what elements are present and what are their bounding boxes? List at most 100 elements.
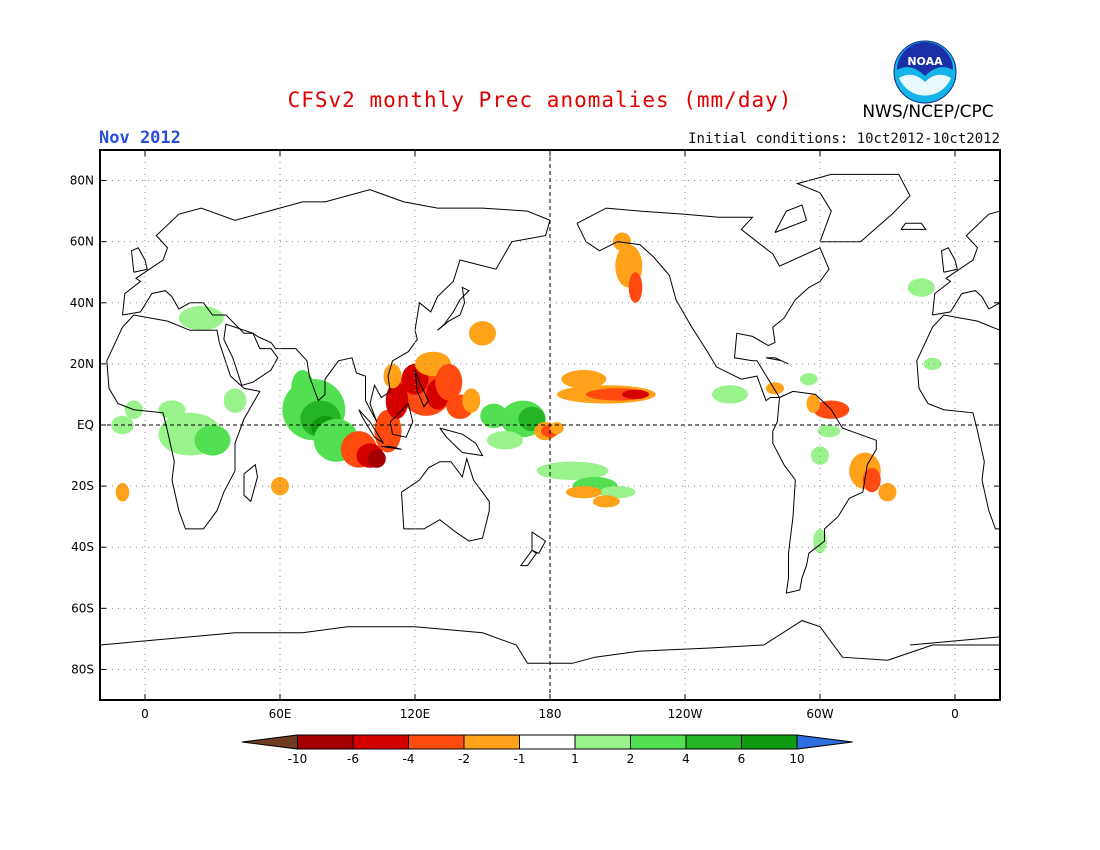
coastline <box>909 636 1000 646</box>
colorbar: -10 -6 -4 -2 -1 1 2 4 6 10 <box>241 734 853 766</box>
anomaly-patch <box>550 422 564 435</box>
lon-label: 0 <box>141 707 149 721</box>
coastline <box>381 445 402 450</box>
colorbar-arrow-high <box>796 734 853 750</box>
coastline <box>439 427 484 457</box>
anomaly-patch <box>383 363 402 389</box>
lon-label: 60E <box>269 707 292 721</box>
colorbar-label: 1 <box>571 752 579 766</box>
coastline <box>940 247 958 273</box>
colorbar-arrow-low <box>241 734 298 750</box>
colorbar-label: 4 <box>682 752 690 766</box>
noaa-logo: NOAA <box>893 40 957 104</box>
forecast-month: Nov 2012 <box>99 128 181 148</box>
agency-label: NWS/NCEP/CPC <box>862 102 994 122</box>
colorbar-segment <box>463 734 520 750</box>
lat-label: 60S <box>71 601 94 615</box>
anomaly-patch <box>599 486 636 499</box>
coastline <box>122 189 551 423</box>
coastline-layer <box>100 173 1088 664</box>
anomaly-patch <box>712 385 748 404</box>
anomaly-patch <box>878 483 897 502</box>
anomaly-patch <box>799 373 818 386</box>
lat-label: EQ <box>77 418 94 432</box>
anomaly-patch <box>817 425 841 438</box>
lon-label: 120W <box>668 707 703 721</box>
anomaly-patch <box>223 388 247 413</box>
coastline <box>389 402 414 438</box>
colorbar-label: -2 <box>458 752 470 766</box>
coastline <box>1034 324 1088 385</box>
anomaly-patch <box>435 363 463 401</box>
coastline <box>932 210 1000 316</box>
initial-conditions: Initial conditions: 10ct2012-10ct2012 <box>688 131 1000 147</box>
anomaly-patch <box>487 431 523 450</box>
coastline <box>401 456 490 542</box>
anomaly-patch <box>178 305 224 331</box>
anomaly-patch <box>592 495 620 508</box>
colorbar-segment <box>297 734 354 750</box>
coastline <box>765 357 789 365</box>
longitude-labels: 0 60E 120E 180 120W 60W 0 <box>141 707 959 721</box>
colorbar-label: -6 <box>347 752 359 766</box>
grid-lines <box>100 150 1000 700</box>
anomaly-patch <box>158 400 186 419</box>
precip-anomaly-layer <box>111 232 942 554</box>
lat-label: 40N <box>70 296 94 310</box>
coastline <box>519 549 538 567</box>
anomaly-patch <box>907 278 935 297</box>
anomaly-patch <box>923 357 942 370</box>
anomaly-patch <box>811 446 829 465</box>
anomaly-patch <box>480 403 508 428</box>
colorbar-segment <box>519 734 576 750</box>
map-body <box>100 150 1088 700</box>
latitude-labels: 80N 60N 40N 20N EQ 20S 40S 60S 80S <box>70 174 94 677</box>
anomaly-patch <box>565 486 602 499</box>
lat-label: 80N <box>70 174 94 188</box>
coastline <box>916 314 1000 530</box>
anomaly-patch <box>862 467 881 493</box>
anomaly-patch <box>194 425 231 456</box>
lon-label: 60W <box>806 707 833 721</box>
anomaly-patch <box>469 321 496 346</box>
lat-label: 80S <box>71 662 94 676</box>
anomaly-patch <box>115 483 130 502</box>
coastline <box>795 173 911 243</box>
colorbar-label: 10 <box>789 752 804 766</box>
anomaly-patch <box>766 382 784 395</box>
colorbar-segment <box>741 734 798 750</box>
anomaly-patch <box>536 461 609 480</box>
coastline <box>774 204 808 233</box>
coastline <box>243 463 259 503</box>
lat-label: 20N <box>70 357 94 371</box>
coastline <box>437 286 470 331</box>
coastline <box>358 409 384 444</box>
colorbar-label: 2 <box>627 752 635 766</box>
colorbar-segment <box>685 734 742 750</box>
anomaly-patch <box>385 382 409 419</box>
logo-lettering: NOAA <box>907 55 943 68</box>
anomaly-patch <box>622 389 649 399</box>
anomaly-patch <box>462 388 481 413</box>
lon-label: 180 <box>539 707 562 721</box>
colorbar-segment <box>630 734 687 750</box>
colorbar-label: -4 <box>403 752 415 766</box>
colorbar-label: -1 <box>514 752 526 766</box>
lat-label: 40S <box>71 540 94 554</box>
coastline <box>106 314 261 530</box>
lat-label: 20S <box>71 479 94 493</box>
coastline <box>772 390 877 594</box>
anomaly-patch <box>561 370 607 389</box>
lat-label: 60N <box>70 235 94 249</box>
colorbar-segment <box>352 734 409 750</box>
colorbar-label: 6 <box>738 752 746 766</box>
anomaly-patch <box>367 449 386 468</box>
coastline <box>531 531 547 554</box>
axis-ticks <box>100 150 1000 700</box>
coastline <box>1054 465 1068 502</box>
lon-label: 0 <box>951 707 959 721</box>
lon-label: 120E <box>400 707 431 721</box>
coastline <box>576 207 830 402</box>
coastline <box>900 222 927 230</box>
